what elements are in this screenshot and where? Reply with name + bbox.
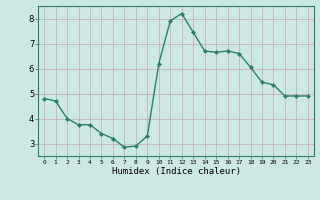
X-axis label: Humidex (Indice chaleur): Humidex (Indice chaleur)	[111, 167, 241, 176]
